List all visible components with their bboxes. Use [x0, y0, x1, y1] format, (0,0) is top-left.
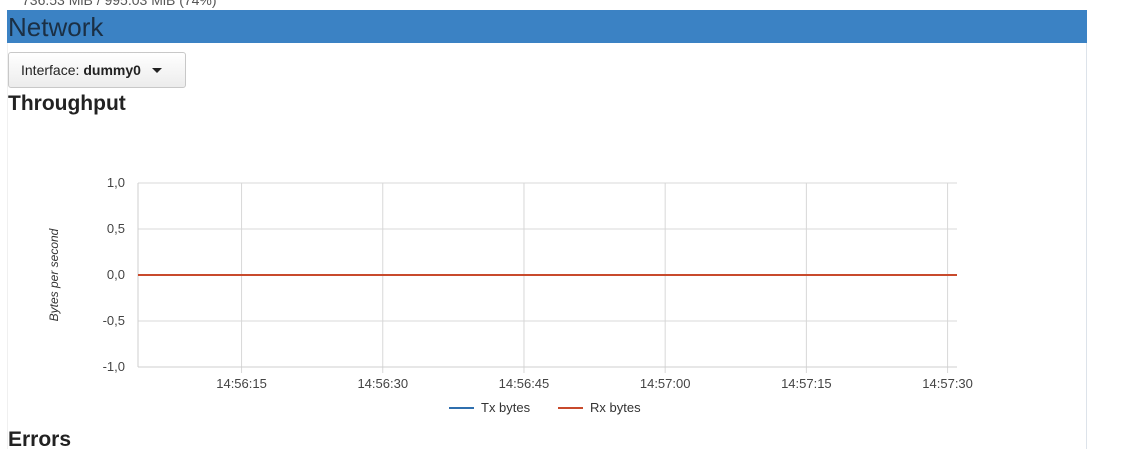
- x-tick-label: 14:56:30: [357, 376, 408, 391]
- errors-title: Errors: [8, 428, 72, 451]
- x-tick-label: 14:57:15: [781, 376, 832, 391]
- chart-grid: [137, 182, 957, 373]
- legend-label: Tx bytes: [481, 400, 531, 415]
- interface-dropdown[interactable]: Interface: dummy0: [8, 52, 186, 88]
- x-tick-label: 14:57:00: [640, 376, 691, 391]
- throughput-chart: -1,0-0,50,00,51,0 14:56:15 14:56:30 14:56:…: [47, 175, 973, 415]
- y-tick-label: 1,0: [107, 175, 125, 190]
- y-tick-label: -0,5: [103, 313, 125, 328]
- y-axis-ticks: -1,0 -0,5 0,0 0,5 1,0: [103, 175, 125, 374]
- network-panel: [7, 10, 1087, 449]
- network-header-bar: [7, 10, 1087, 43]
- legend-label: Rx bytes: [590, 400, 641, 415]
- x-tick-label: 14:56:15: [216, 376, 267, 391]
- y-tick-label: 0,0: [107, 267, 125, 282]
- y-tick-label: -1,0: [103, 359, 125, 374]
- x-axis-ticks: 14:56:15 14:56:30 14:56:45 14:57:00 14:57:15…: [216, 376, 973, 391]
- y-axis-label: Bytes per second: [47, 228, 61, 321]
- memory-usage-text: 736.53 MiB / 995.03 MiB (74%): [22, 0, 217, 8]
- interface-label: Interface:: [21, 62, 80, 78]
- x-tick-label: 14:57:30: [922, 376, 973, 391]
- x-tick-label: 14:56:45: [499, 376, 550, 391]
- throughput-title: Throughput: [8, 92, 126, 115]
- interface-value: dummy0: [83, 62, 141, 78]
- y-tick-label: 0,5: [107, 221, 125, 236]
- network-title: Network: [8, 12, 104, 42]
- caret-down-icon: [151, 67, 162, 73]
- chart-legend: Tx bytes Rx bytes: [449, 400, 641, 415]
